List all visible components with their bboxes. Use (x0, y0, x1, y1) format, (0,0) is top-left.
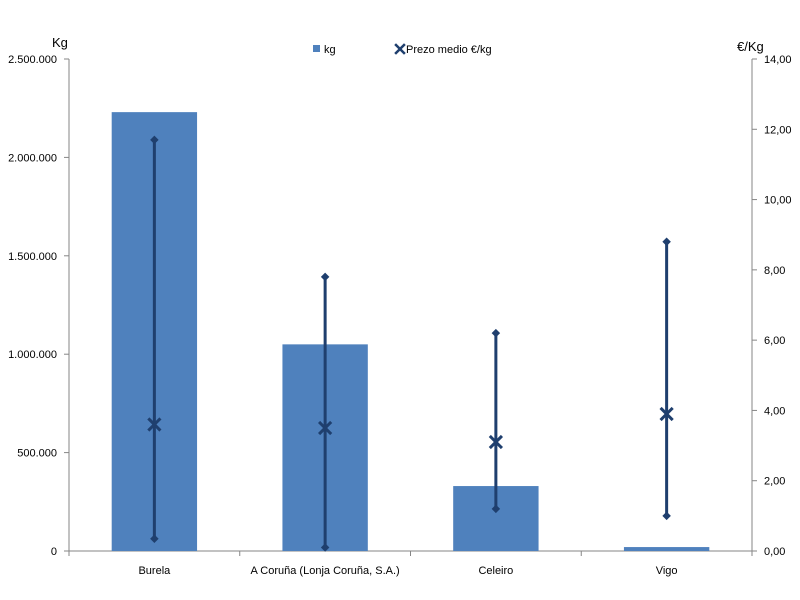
legend: kg Prezo medio €/kg (313, 43, 492, 56)
bars (111, 112, 710, 552)
y-right-axis-label: €/Kg (737, 39, 764, 54)
y-right-tick-label: 4,00 (764, 405, 785, 417)
x-category-label: A Coruña (Lonja Coruña, S.A.) (251, 565, 400, 577)
legend-price-marker (394, 43, 406, 55)
y-right-tick-label: 10,00 (764, 195, 792, 207)
legend-kg-label: kg (324, 44, 336, 56)
price-max-marker (662, 237, 671, 246)
y-right-tick-label: 14,00 (764, 54, 792, 66)
price-min-marker (320, 543, 330, 552)
price-mean-marker (147, 417, 162, 432)
y-left-tick-label: 500.000 (17, 448, 57, 460)
x-category-label: Burela (138, 565, 171, 577)
y-left-tick-label: 2.000.000 (8, 152, 57, 164)
y-left-tick-label: 0 (51, 546, 57, 558)
y-right-tick-label: 6,00 (764, 335, 785, 347)
y-left-axis-label: Kg (52, 35, 68, 50)
price-mean-marker (488, 434, 503, 450)
category-labels: Burela A Coruña (Lonja Coruña, S.A.) Celei… (138, 565, 677, 577)
y-right-tick-label: 2,00 (764, 476, 785, 488)
y-left-tick-label: 2.500.000 (8, 54, 57, 66)
price-min-marker (662, 511, 671, 521)
price-mean-marker (318, 420, 333, 436)
y-left-ticks: 0 500.000 1.000.000 1.500.000 2.000.000 2.500… (8, 54, 69, 558)
price-max-marker (150, 135, 159, 145)
x-category-label: Vigo (656, 565, 678, 577)
price-max-marker (320, 272, 330, 282)
y-right-tick-label: 8,00 (764, 265, 785, 277)
y-right-ticks: 0,00 2,00 4,00 6,00 8,00 10,00 12,00 14,00 (752, 54, 792, 558)
y-left-tick-label: 1.000.000 (8, 349, 57, 361)
y-right-tick-label: 0,00 (764, 546, 785, 558)
x-category-label: Celeiro (478, 565, 513, 577)
price-min-marker (491, 504, 501, 514)
y-right-tick-label: 12,00 (764, 124, 792, 136)
price-max-marker (491, 328, 501, 338)
bar-kg (623, 547, 710, 551)
price-ranges (147, 135, 674, 552)
legend-price-label: Prezo medio €/kg (406, 44, 492, 56)
legend-kg-swatch (313, 45, 320, 52)
y-left-tick-label: 1.500.000 (8, 251, 57, 263)
price-mean-marker (659, 406, 674, 422)
